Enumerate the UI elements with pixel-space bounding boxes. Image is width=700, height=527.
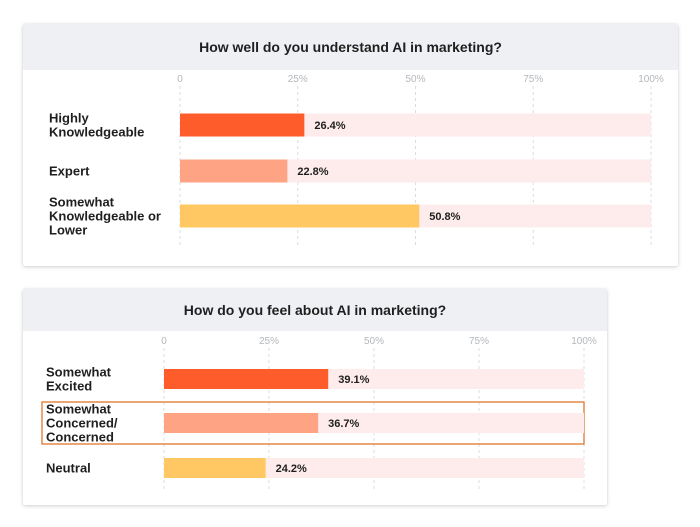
category-label: Concerned bbox=[46, 430, 114, 445]
data-label: 22.8% bbox=[297, 166, 328, 178]
bar-track bbox=[164, 458, 584, 478]
category-label: Somewhat bbox=[46, 402, 112, 417]
category-label: Neutral bbox=[46, 461, 91, 476]
category-label: Lower bbox=[49, 223, 87, 238]
tick-label: 0 bbox=[161, 336, 167, 347]
data-label: 36.7% bbox=[328, 418, 359, 430]
data-label: 26.4% bbox=[314, 120, 345, 132]
chart-title: How do you feel about AI in marketing? bbox=[23, 289, 607, 331]
bar bbox=[164, 369, 329, 389]
bar bbox=[180, 159, 288, 183]
category-label: Expert bbox=[49, 164, 90, 179]
bar-chart-feeling: 0 25% 50% 75% 100%39.1%SomewhatExcited36.7%S… bbox=[41, 336, 597, 491]
category-label: Somewhat bbox=[46, 365, 112, 380]
bar bbox=[180, 113, 305, 137]
data-label: 39.1% bbox=[338, 374, 369, 386]
data-label: 24.2% bbox=[276, 463, 307, 475]
chart-title: How well do you understand AI in marketi… bbox=[23, 24, 678, 70]
category-label: Knowledgeable bbox=[49, 125, 144, 140]
tick-label: 75% bbox=[523, 74, 543, 85]
category-label: Excited bbox=[46, 379, 92, 394]
category-label: Somewhat bbox=[49, 195, 115, 210]
data-label: 50.8% bbox=[429, 211, 460, 223]
tick-label: 0 bbox=[177, 74, 183, 85]
tick-label: 50% bbox=[405, 74, 425, 85]
tick-label: 100% bbox=[571, 336, 597, 347]
tick-label: 50% bbox=[364, 336, 384, 347]
bar bbox=[164, 458, 266, 478]
tick-label: 25% bbox=[259, 336, 279, 347]
tick-label: 25% bbox=[288, 74, 308, 85]
tick-label: 75% bbox=[469, 336, 489, 347]
category-label: Highly bbox=[49, 111, 89, 126]
bar-track bbox=[180, 159, 651, 183]
category-label: Concerned/ bbox=[46, 416, 118, 431]
tick-label: 100% bbox=[638, 74, 664, 85]
category-label: Knowledgeable or bbox=[49, 209, 161, 224]
chart-card-understanding: How well do you understand AI in marketi… bbox=[23, 24, 678, 266]
bar bbox=[180, 204, 420, 228]
bar bbox=[164, 413, 319, 433]
chart-card-feeling: How do you feel about AI in marketing? 0… bbox=[23, 289, 607, 505]
